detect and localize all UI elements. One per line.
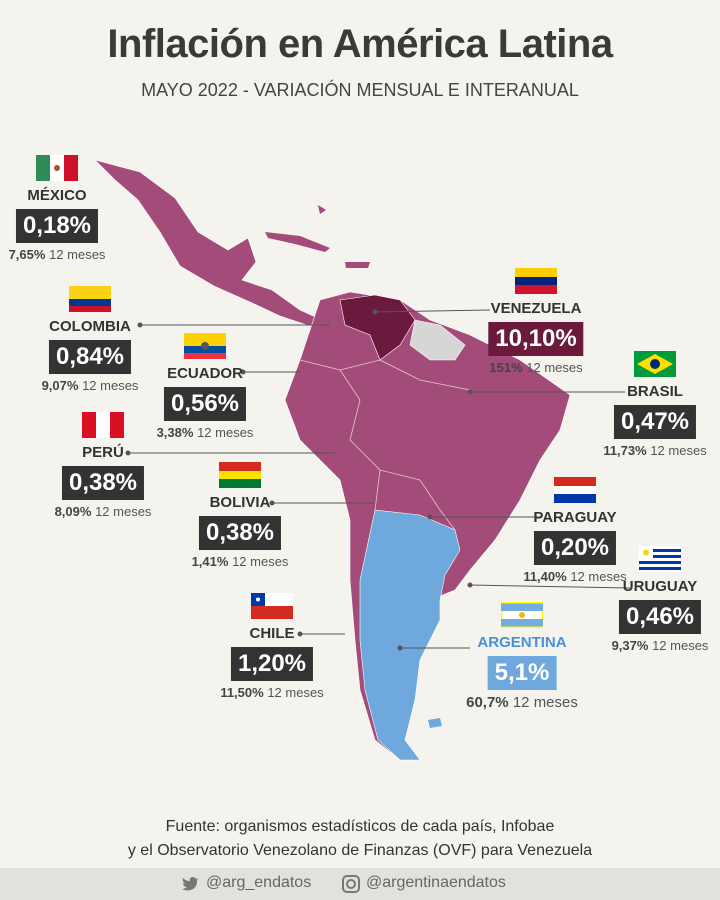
leader-line xyxy=(469,584,631,589)
annual-rate: 60,7% xyxy=(466,694,509,711)
malvinas xyxy=(428,718,442,728)
title: Inflación en América Latina xyxy=(107,22,613,66)
subtitle: MAYO 2022 - VARIACIÓN MENSUAL E INTERANU… xyxy=(141,80,579,100)
flag xyxy=(251,593,293,619)
flag xyxy=(554,477,596,503)
monthly-value: 0,56% xyxy=(163,387,247,421)
borders xyxy=(299,359,471,531)
caribbean xyxy=(265,205,370,268)
annual-rate: 151% xyxy=(489,360,523,375)
monthly-value: 0,47% xyxy=(613,405,697,439)
monthly-value: 5,1% xyxy=(487,656,557,690)
monthly-value: 0,20% xyxy=(533,531,617,565)
source: y el Observatorio Venezolano de Finanzas… xyxy=(127,842,593,859)
mexico-central-america xyxy=(93,159,323,327)
annual-rate: 9,07% xyxy=(41,378,79,393)
annual-suffix: 12 meses xyxy=(512,694,578,711)
annual-suffix: 12 meses xyxy=(570,569,627,584)
leader-dot xyxy=(467,582,473,588)
annual-value: 1,41% 12 meses xyxy=(192,554,289,569)
instagram-handle: @argentinaendatos xyxy=(366,874,506,891)
annual-suffix: 12 meses xyxy=(652,638,709,653)
annual-value: 11,73% 12 meses xyxy=(603,443,706,458)
flag xyxy=(219,462,261,488)
country-name: PERÚ xyxy=(82,444,124,461)
monthly-value: 0,46% xyxy=(618,600,702,634)
annual-value: 9,37% 12 meses xyxy=(612,638,709,653)
argentina xyxy=(359,509,461,761)
country-name: VENEZUELA xyxy=(490,300,582,317)
country-name: BOLIVIA xyxy=(209,494,271,511)
annual-value: 11,50% 12 meses xyxy=(220,685,323,700)
leader-dot xyxy=(269,500,275,506)
flag xyxy=(515,268,557,294)
monthly-value: 0,18% xyxy=(15,209,99,243)
annual-suffix: 12 meses xyxy=(95,504,152,519)
annual-value: 8,09% 12 meses xyxy=(55,504,152,519)
monthly-value: 1,20% xyxy=(230,647,314,681)
twitter-handle: @arg_endatos xyxy=(206,874,312,891)
country-name: ARGENTINA xyxy=(477,634,567,651)
annual-suffix: 12 meses xyxy=(650,443,707,458)
leader-dot xyxy=(125,450,131,456)
leader-dot xyxy=(297,631,303,637)
monthly-value: 0,38% xyxy=(61,466,145,500)
footer-bar xyxy=(0,868,720,900)
source: Fuente: organismos estadísticos de cada … xyxy=(165,818,555,835)
instagram-icon xyxy=(342,875,360,893)
annual-suffix: 12 meses xyxy=(82,378,139,393)
country-name: PARAGUAY xyxy=(533,509,617,526)
monthly-value: 0,38% xyxy=(198,516,282,550)
annual-suffix: 12 meses xyxy=(526,360,583,375)
flag xyxy=(634,351,676,377)
twitter-icon xyxy=(182,877,199,891)
annual-value: 151% 12 meses xyxy=(489,360,582,375)
flag xyxy=(69,286,111,312)
country-name: ECUADOR xyxy=(167,365,243,382)
annual-rate: 9,37% xyxy=(611,638,649,653)
annual-rate: 11,40% xyxy=(523,569,567,584)
flag xyxy=(639,546,681,572)
annual-value: 3,38% 12 meses xyxy=(157,425,254,440)
annual-rate: 11,73% xyxy=(603,443,647,458)
annual-rate: 1,41% xyxy=(191,554,229,569)
country-name: URUGUAY xyxy=(622,578,698,595)
annual-value: 9,07% 12 meses xyxy=(42,378,139,393)
leader-line xyxy=(374,309,491,313)
annual-value: 7,65% 12 meses xyxy=(9,247,106,262)
monthly-value: 0,84% xyxy=(48,340,132,374)
annual-rate: 11,50% xyxy=(220,685,264,700)
leader-dot xyxy=(467,389,473,395)
country-name: COLOMBIA xyxy=(49,318,131,335)
monthly-value: 10,10% xyxy=(488,322,584,356)
flag xyxy=(184,333,226,359)
annual-suffix: 12 meses xyxy=(49,247,106,262)
annual-rate: 7,65% xyxy=(8,247,46,262)
annual-suffix: 12 meses xyxy=(197,425,254,440)
flag xyxy=(82,412,124,438)
annual-rate: 3,38% xyxy=(156,425,194,440)
flag xyxy=(36,155,78,181)
leader-dot xyxy=(240,369,246,375)
leader-dot xyxy=(397,645,403,651)
country-name: MÉXICO xyxy=(27,187,87,204)
leader-dot xyxy=(427,514,433,520)
leader-dot xyxy=(372,309,378,315)
annual-rate: 8,09% xyxy=(54,504,92,519)
flag xyxy=(501,602,543,628)
leader-dot xyxy=(137,322,143,328)
country-name: BRASIL xyxy=(627,383,683,400)
annual-value: 11,40% 12 meses xyxy=(523,569,626,584)
country-name: CHILE xyxy=(249,625,295,642)
annual-value: 60,7% 12 meses xyxy=(466,694,578,711)
annual-suffix: 12 meses xyxy=(232,554,289,569)
annual-suffix: 12 meses xyxy=(267,685,324,700)
guianas xyxy=(409,319,466,361)
